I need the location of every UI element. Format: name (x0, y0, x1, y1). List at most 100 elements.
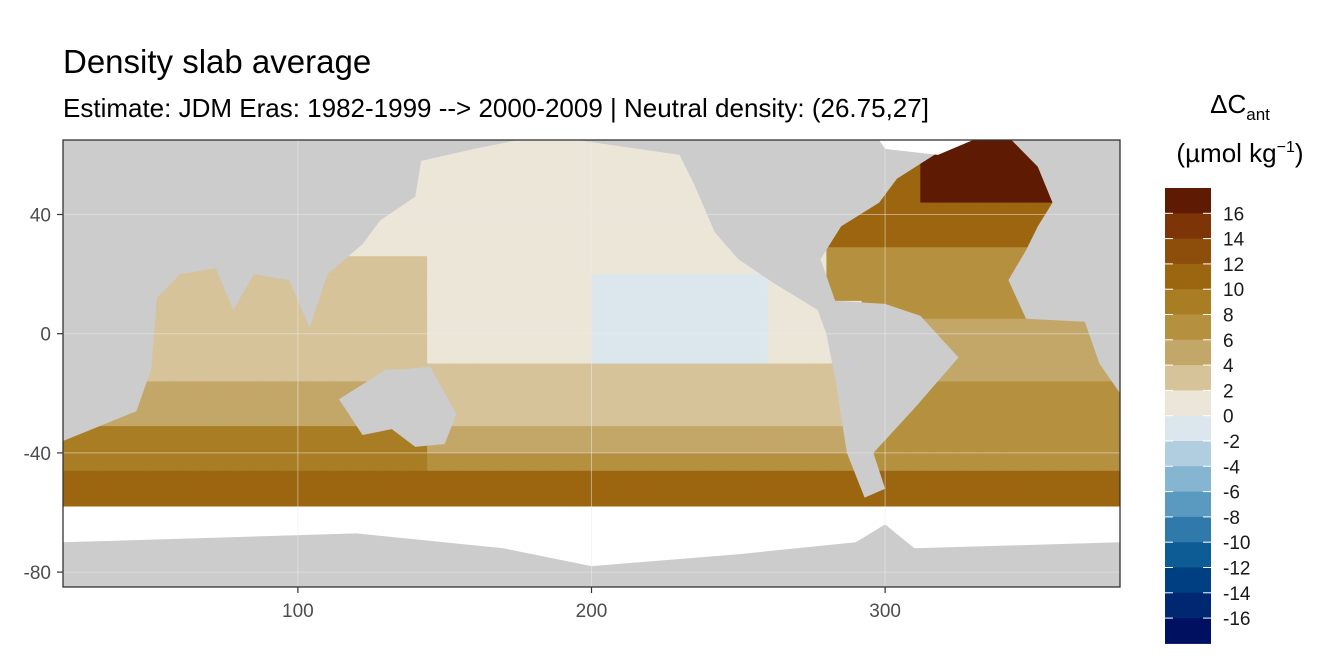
field-cell (767, 336, 780, 347)
field-cell (579, 157, 593, 168)
field-cell (497, 542, 510, 552)
field-cell (521, 444, 534, 454)
field-cell (474, 372, 487, 382)
field-cell (955, 148, 968, 159)
field-cell (1037, 435, 1051, 445)
field-cell (967, 452, 980, 463)
field-cell (403, 354, 416, 365)
field-cell (568, 533, 581, 543)
field-cell (544, 497, 557, 508)
field-cell (427, 256, 440, 266)
field-cell (697, 426, 710, 436)
field-cell (626, 184, 639, 195)
field-cell (955, 533, 968, 543)
field-cell (1096, 381, 1109, 391)
field-cell (697, 452, 710, 463)
field-cell (1002, 488, 1015, 499)
field-cell (626, 300, 639, 311)
field-cell (192, 479, 205, 490)
field-cell (556, 372, 569, 382)
field-cell (180, 336, 193, 347)
field-cell (638, 318, 651, 329)
field-cell (333, 274, 346, 284)
field-cell (485, 148, 499, 159)
field-cell (521, 220, 534, 230)
field-cell (662, 309, 675, 320)
field-cell (497, 444, 510, 454)
field-cell (791, 417, 804, 427)
field-cell (274, 408, 287, 418)
field-cell (532, 157, 546, 168)
field-cell (579, 211, 593, 221)
field-cell (943, 542, 957, 552)
field-cell (509, 202, 522, 213)
field-cell (121, 452, 134, 463)
field-cell (380, 318, 393, 329)
field-cell (697, 515, 710, 525)
field-cell (286, 381, 299, 391)
field-cell (650, 497, 663, 508)
field-cell (180, 488, 193, 499)
field-cell (333, 470, 346, 481)
field-cell (1002, 399, 1015, 409)
field-cell (157, 327, 170, 338)
field-cell (262, 363, 275, 373)
field-cell (885, 515, 898, 525)
field-cell (920, 515, 933, 525)
field-cell (943, 390, 957, 400)
field-cell (497, 435, 510, 445)
field-cell (732, 479, 745, 490)
field-cell (932, 479, 945, 490)
field-cell (1061, 479, 1074, 490)
field-cell (861, 229, 874, 239)
field-cell (250, 408, 264, 418)
field-cell (579, 435, 593, 445)
field-cell (626, 506, 639, 516)
field-cell (450, 515, 463, 525)
field-cell (603, 542, 616, 552)
field-cell (802, 309, 816, 320)
field-cell (1096, 452, 1109, 463)
field-cell (979, 202, 992, 213)
field-cell (685, 372, 698, 382)
field-cell (685, 327, 698, 338)
field-cell (826, 283, 839, 293)
field-cell (720, 292, 733, 302)
field-cell (110, 470, 123, 481)
field-cell (955, 479, 968, 490)
field-cell (615, 488, 628, 499)
field-cell (1026, 184, 1039, 195)
field-cell (474, 318, 487, 329)
field-cell (544, 202, 557, 213)
field-cell (462, 193, 475, 204)
field-cell (662, 461, 675, 472)
field-cell (1073, 363, 1086, 373)
field-cell (650, 515, 663, 525)
field-cell (391, 211, 405, 221)
field-cell (896, 444, 910, 454)
field-cell (532, 184, 546, 195)
field-cell (579, 247, 593, 257)
field-cell (450, 426, 463, 436)
field-cell (168, 381, 181, 391)
field-cell (767, 390, 780, 400)
field-cell (485, 166, 499, 177)
field-cell (955, 202, 968, 213)
field-cell (932, 426, 945, 436)
field-cell (321, 283, 334, 293)
field-cell (967, 470, 980, 481)
field-cell (1073, 399, 1086, 409)
field-cell (990, 426, 1004, 436)
field-cell (274, 452, 287, 463)
field-cell (615, 175, 628, 186)
field-cell (755, 300, 769, 311)
field-cell (990, 381, 1004, 391)
field-cell (943, 381, 957, 391)
legend-label: -14 (1223, 584, 1251, 605)
field-cell (932, 256, 945, 266)
field-cell (438, 506, 452, 516)
field-cell (662, 399, 675, 409)
field-cell (755, 408, 769, 418)
field-cell (544, 157, 557, 168)
field-cell (615, 417, 628, 427)
